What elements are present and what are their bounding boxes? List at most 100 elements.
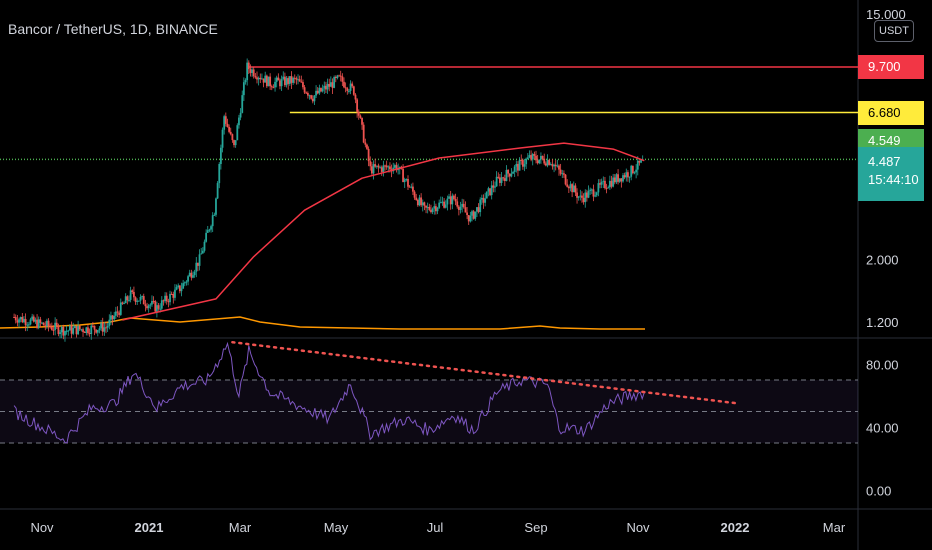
candle-body <box>540 155 542 160</box>
price-tick-label: 1.200 <box>866 315 899 330</box>
candle-body <box>321 88 324 92</box>
candle-body <box>464 207 467 213</box>
candle-body <box>293 77 296 79</box>
candle-body <box>32 316 35 322</box>
candle-body <box>280 79 283 87</box>
candle-body <box>602 180 605 182</box>
candle-body <box>261 78 263 80</box>
candle-body <box>146 306 148 309</box>
candle-body <box>277 77 280 81</box>
candle-body <box>638 160 641 163</box>
candle-body <box>151 301 153 305</box>
candle-body <box>456 201 459 207</box>
currency-button[interactable]: USDT <box>874 20 914 42</box>
candle-body <box>254 76 257 78</box>
candle-body <box>387 166 390 168</box>
candle-body <box>98 328 101 331</box>
candle-body <box>421 202 424 206</box>
candle-body <box>136 300 139 302</box>
candle-body <box>352 86 355 95</box>
candle-body <box>272 87 275 89</box>
candle-body <box>420 197 423 206</box>
candle-body <box>160 300 163 309</box>
candle-body <box>215 198 217 215</box>
candle-body <box>492 185 495 188</box>
candle-body <box>581 195 583 198</box>
candle-body <box>507 169 510 174</box>
candle-body <box>152 301 155 303</box>
candle-body <box>18 319 20 323</box>
candle-body <box>19 317 22 320</box>
candle-body <box>339 75 342 77</box>
candle-body <box>288 76 291 84</box>
candle-body <box>559 169 562 174</box>
candle-body <box>589 189 592 191</box>
candle-body <box>147 305 150 309</box>
candle-body <box>211 215 214 227</box>
candle-body <box>405 178 408 180</box>
candle-body <box>216 183 219 199</box>
candle-body <box>44 325 47 327</box>
candle-body <box>451 195 454 205</box>
time-tick-label: Nov <box>30 520 54 535</box>
candle-body <box>46 320 48 327</box>
candle-body <box>333 77 336 88</box>
candle-body <box>73 326 76 329</box>
candle-body <box>310 95 313 99</box>
candle-body <box>108 319 111 326</box>
candle-body <box>234 140 237 146</box>
candle-body <box>402 168 404 183</box>
candle-body <box>256 77 258 80</box>
candle-body <box>47 320 50 327</box>
candle-body <box>233 140 235 146</box>
candle-body <box>384 165 386 167</box>
candle-body <box>252 69 255 77</box>
candle-body <box>70 325 73 334</box>
candle-body <box>541 155 544 159</box>
candle-body <box>174 289 176 298</box>
candle-body <box>223 116 226 130</box>
candle-body <box>303 87 306 93</box>
candle-body <box>434 206 437 212</box>
candle-body <box>600 181 603 185</box>
candle-body <box>219 147 222 164</box>
candle-body <box>183 282 186 284</box>
candle-body <box>592 189 595 197</box>
candle-body <box>617 174 619 182</box>
candle-body <box>251 69 253 73</box>
candle-body <box>610 180 613 187</box>
candle-body <box>457 206 460 210</box>
candle-body <box>595 192 598 196</box>
candle-body <box>198 254 201 266</box>
candle-body <box>484 198 487 203</box>
candle-body <box>343 81 345 88</box>
candle-body <box>439 202 442 204</box>
candle-body <box>121 302 124 304</box>
candle-body <box>65 330 68 332</box>
candle-body <box>37 319 40 328</box>
candle-body <box>95 329 98 333</box>
candle-body <box>228 126 231 132</box>
candle-body <box>594 195 596 197</box>
candle-body <box>554 164 557 167</box>
candle-body <box>155 305 158 312</box>
candle-body <box>116 311 119 313</box>
candle-body <box>144 304 147 307</box>
candle-body <box>416 199 419 206</box>
candle-body <box>480 197 483 200</box>
candle-body <box>590 189 593 191</box>
candle-body <box>101 323 104 332</box>
candle-body <box>279 80 281 87</box>
moving-average-line <box>122 142 645 321</box>
candle-body <box>180 288 183 292</box>
candle-body <box>558 165 560 170</box>
candle-body <box>39 319 42 323</box>
candle-body <box>213 214 216 216</box>
candle-body <box>467 215 470 222</box>
candle-body <box>133 292 135 298</box>
candle-body <box>526 157 529 159</box>
candle-body <box>246 62 249 81</box>
candle-body <box>88 332 91 335</box>
candle-body <box>36 319 38 328</box>
